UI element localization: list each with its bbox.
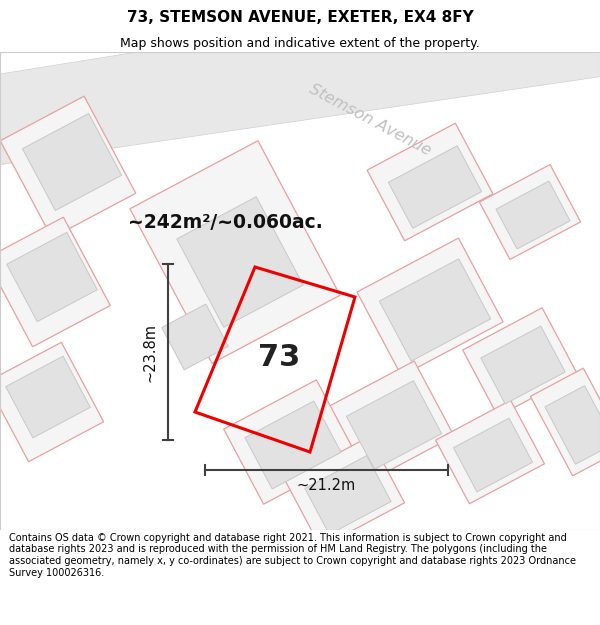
Polygon shape <box>545 386 600 464</box>
Text: ~21.2m: ~21.2m <box>297 478 356 493</box>
Text: Stemson Avenue: Stemson Avenue <box>307 81 433 159</box>
Polygon shape <box>346 381 442 469</box>
Polygon shape <box>130 141 340 363</box>
Polygon shape <box>161 304 229 370</box>
Polygon shape <box>463 308 577 416</box>
Polygon shape <box>326 361 454 483</box>
Polygon shape <box>481 326 565 404</box>
Polygon shape <box>177 197 303 328</box>
Polygon shape <box>496 181 570 249</box>
Polygon shape <box>245 401 341 489</box>
Polygon shape <box>286 437 404 548</box>
Polygon shape <box>0 0 600 172</box>
Polygon shape <box>367 123 493 241</box>
Text: ~23.8m: ~23.8m <box>143 322 158 381</box>
Polygon shape <box>479 164 581 259</box>
Polygon shape <box>530 368 600 476</box>
Polygon shape <box>224 380 356 504</box>
Polygon shape <box>379 259 491 361</box>
Polygon shape <box>305 456 391 534</box>
Polygon shape <box>7 232 97 322</box>
Text: 73: 73 <box>257 342 300 371</box>
Text: Map shows position and indicative extent of the property.: Map shows position and indicative extent… <box>120 38 480 51</box>
Text: 73, STEMSON AVENUE, EXETER, EX4 8FY: 73, STEMSON AVENUE, EXETER, EX4 8FY <box>127 11 473 26</box>
Text: ~242m²/~0.060ac.: ~242m²/~0.060ac. <box>128 213 323 231</box>
Polygon shape <box>0 96 136 238</box>
Polygon shape <box>0 217 110 347</box>
Polygon shape <box>454 418 533 492</box>
Polygon shape <box>436 400 544 504</box>
Polygon shape <box>22 114 122 211</box>
Polygon shape <box>0 342 104 462</box>
Polygon shape <box>388 146 482 228</box>
Polygon shape <box>357 238 503 376</box>
Text: Contains OS data © Crown copyright and database right 2021. This information is : Contains OS data © Crown copyright and d… <box>9 533 576 578</box>
Polygon shape <box>5 356 91 438</box>
